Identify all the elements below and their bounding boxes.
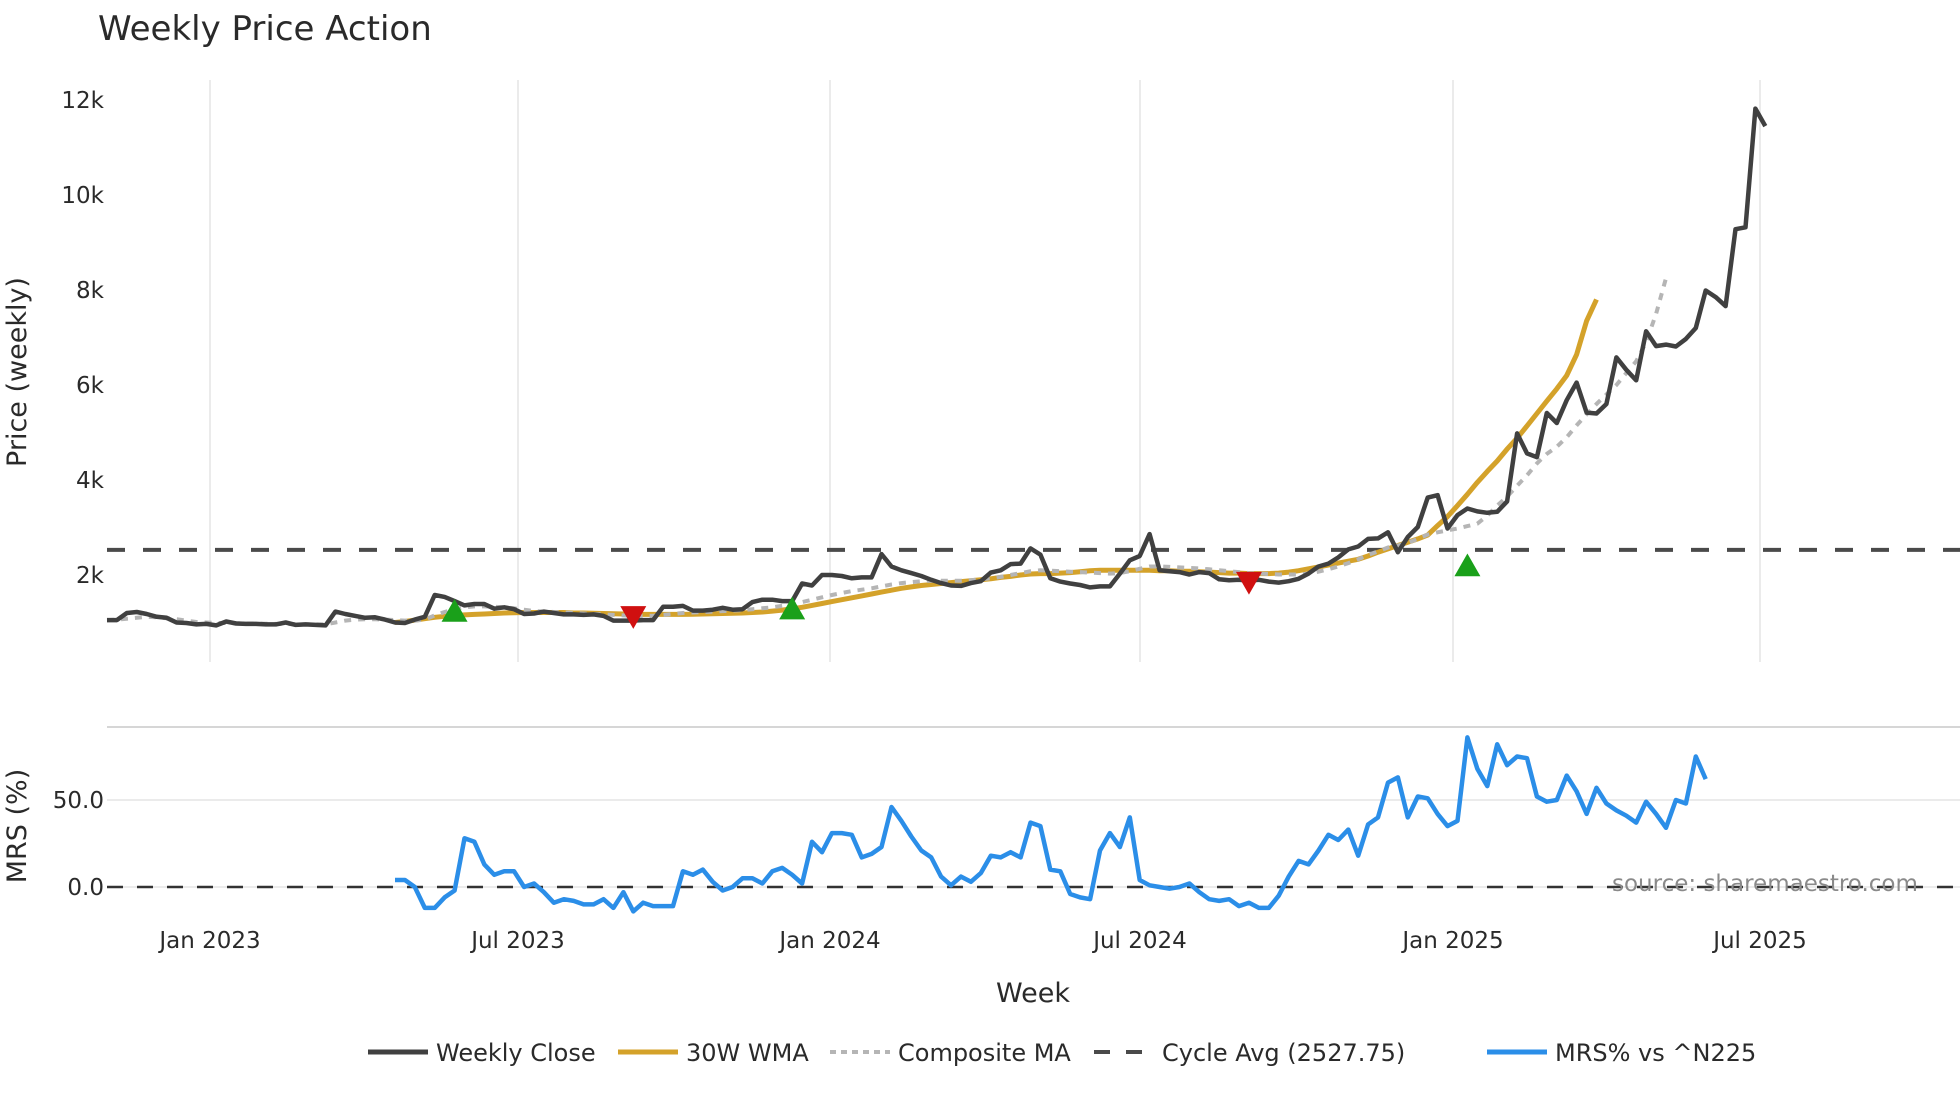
legend-label[interactable]: Weekly Close (436, 1039, 596, 1067)
y-tick-label: 8k (76, 278, 105, 304)
x-tick-label: Jan 2024 (777, 928, 880, 954)
sell-signal-marker (620, 606, 647, 629)
legend-label[interactable]: 30W WMA (686, 1039, 809, 1067)
x-axis-title: Week (996, 978, 1070, 1009)
mrs-panel: 0.0 50.0 MRS (%) source: sharemaestro.com (2, 735, 1960, 914)
price-y-axis-title: Price (weekly) (2, 277, 33, 467)
legend-label[interactable]: Composite MA (898, 1039, 1071, 1067)
y-tick-label: 12k (61, 88, 104, 114)
chart-title: Weekly Price Action (98, 9, 432, 49)
mrs-y-axis-title: MRS (%) (2, 769, 33, 884)
legend-label[interactable]: MRS% vs ^N225 (1555, 1039, 1756, 1067)
y-tick-label: 6k (76, 373, 105, 399)
y-tick-label: 10k (61, 183, 104, 209)
source-watermark: source: sharemaestro.com (1612, 871, 1918, 897)
mrs-y-axis-ticks: 0.0 50.0 (53, 788, 104, 901)
price-y-axis-ticks: 2k 4k 6k 8k 10k 12k (61, 88, 104, 589)
composite-ma-line (106, 277, 1668, 627)
x-tick-label: Jan 2023 (157, 928, 260, 954)
x-tick-label: Jul 2023 (469, 928, 565, 954)
y-tick-label: 50.0 (53, 788, 104, 814)
weekly-close-line (107, 106, 1768, 628)
price-x-gridlines (209, 80, 1761, 662)
legend-label[interactable]: Cycle Avg (2527.75) (1162, 1039, 1405, 1067)
y-tick-label: 4k (76, 468, 105, 494)
buy-signal-marker (779, 596, 806, 620)
y-tick-label: 0.0 (67, 875, 104, 901)
x-tick-label: Jul 2024 (1091, 928, 1187, 954)
x-axis-ticks: Jan 2023 Jul 2023 Jan 2024 Jul 2024 Jan 2025… (157, 928, 1806, 954)
buy-signal-marker (1454, 553, 1481, 577)
buy-signal-marker (441, 599, 468, 622)
x-tick-label: Jul 2025 (1711, 928, 1807, 954)
wma30-line (394, 298, 1599, 625)
legend: Weekly Close 30W WMA Composite MA Cycle Avg… (368, 1039, 1756, 1067)
y-tick-label: 2k (76, 563, 105, 589)
mrs-line (395, 735, 1708, 914)
price-panel: 2k 4k 6k 8k 10k 12k Price (weekly) (2, 80, 1960, 662)
signal-markers (441, 553, 1481, 629)
sell-signal-marker (1235, 571, 1262, 595)
x-tick-label: Jan 2025 (1400, 928, 1503, 954)
